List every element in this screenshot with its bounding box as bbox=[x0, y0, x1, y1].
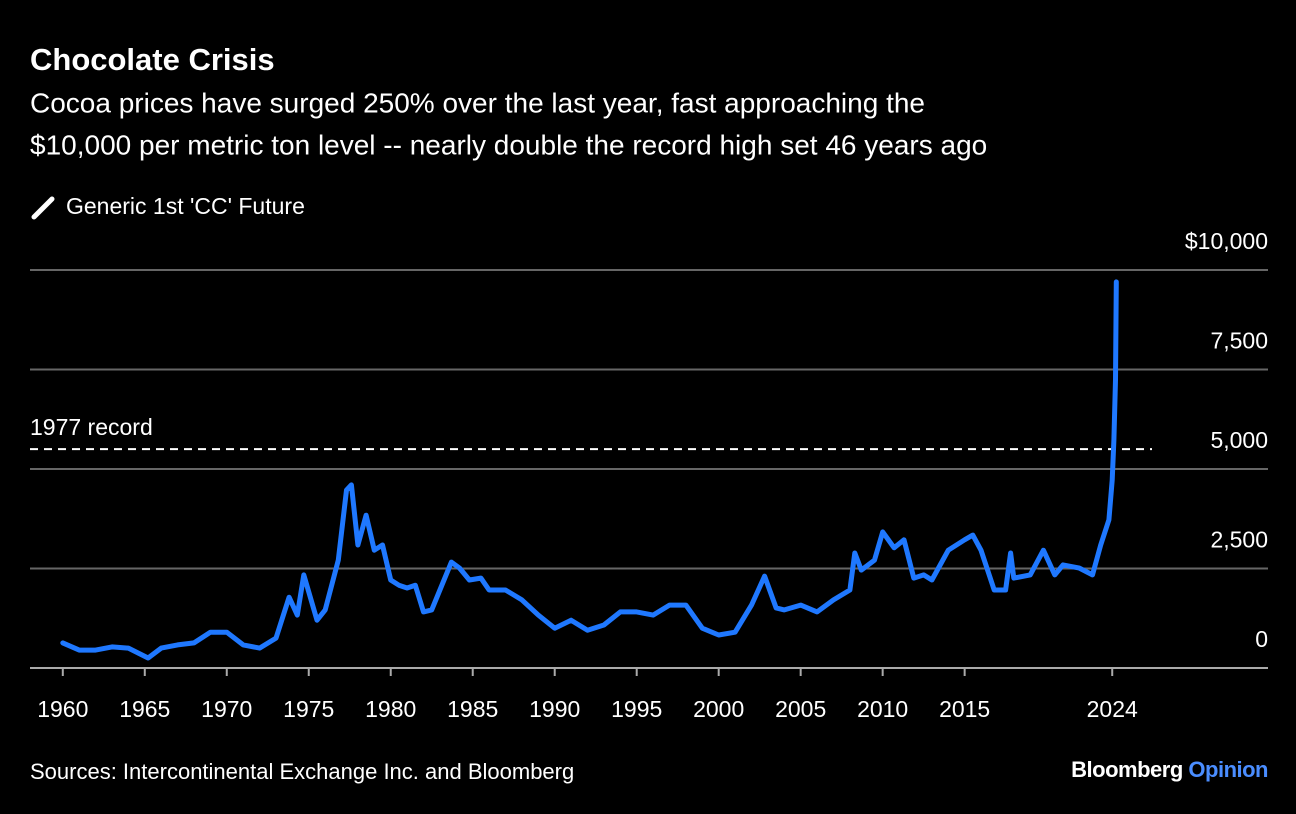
y-tick-label: 5,000 bbox=[1210, 427, 1268, 453]
logo-product: Opinion bbox=[1188, 757, 1268, 782]
legend-label: Generic 1st 'CC' Future bbox=[66, 193, 305, 219]
x-tick-label: 1995 bbox=[611, 696, 662, 722]
x-tick-label: 1985 bbox=[447, 696, 498, 722]
chart-subtitle: $10,000 per metric ton level -- nearly d… bbox=[30, 129, 987, 160]
legend-icon bbox=[31, 196, 55, 220]
y-tick-label: 0 bbox=[1255, 626, 1268, 652]
line-series bbox=[60, 279, 1119, 661]
x-tick-label: 1990 bbox=[529, 696, 580, 722]
chart-title: Chocolate Crisis bbox=[30, 42, 275, 77]
x-tick-label: 1970 bbox=[201, 696, 252, 722]
y-tick-label: 2,500 bbox=[1210, 527, 1268, 553]
source: Sources: Intercontinental Exchange Inc. … bbox=[30, 759, 574, 784]
x-tick-label: 1980 bbox=[365, 696, 416, 722]
x-tick-label: 2000 bbox=[693, 696, 744, 722]
x-tick-label: 1975 bbox=[283, 696, 334, 722]
x-tick-label: 2015 bbox=[939, 696, 990, 722]
x-tick-label: 2005 bbox=[775, 696, 826, 722]
x-tick-label: 2010 bbox=[857, 696, 908, 722]
y-tick-label: $10,000 bbox=[1185, 228, 1268, 254]
x-tick-label: 2024 bbox=[1087, 696, 1138, 722]
y-tick-label: 7,500 bbox=[1210, 328, 1268, 354]
logo: Bloomberg Opinion bbox=[1071, 757, 1268, 782]
logo-name: Bloomberg bbox=[1071, 757, 1183, 782]
annotation: 1977 record bbox=[30, 414, 153, 440]
chart-subtitle: Cocoa prices have surged 250% over the l… bbox=[30, 87, 925, 118]
x-tick-label: 1960 bbox=[37, 696, 88, 722]
x-tick-label: 1965 bbox=[119, 696, 170, 722]
